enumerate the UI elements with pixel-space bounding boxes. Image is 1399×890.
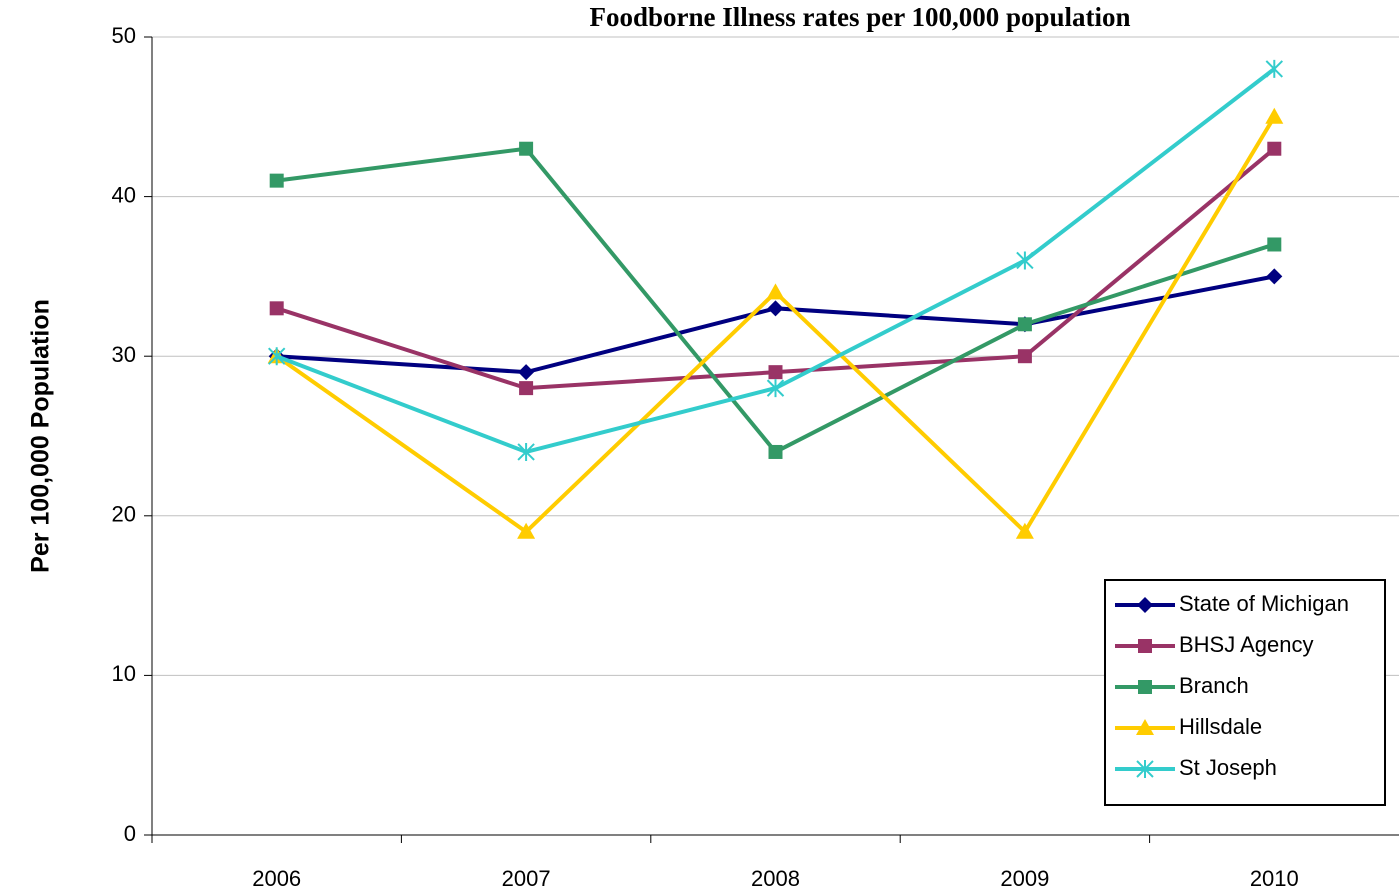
x-tick-label: 2008 <box>751 866 800 890</box>
legend-label: BHSJ Agency <box>1179 632 1314 657</box>
data-point <box>1266 268 1283 285</box>
data-point <box>768 444 783 459</box>
data-point <box>1265 107 1284 124</box>
y-tick-label: 10 <box>112 661 136 686</box>
legend-label: Branch <box>1179 673 1249 698</box>
data-point <box>1267 141 1282 156</box>
x-tick-label: 2007 <box>502 866 551 890</box>
data-point <box>1265 59 1284 78</box>
y-tick-label: 50 <box>112 23 136 48</box>
series-line <box>275 115 1277 535</box>
legend-marker <box>1137 597 1153 613</box>
data-point <box>269 301 284 316</box>
legend-marker <box>1136 719 1154 735</box>
legend-label: Hillsdale <box>1179 714 1262 739</box>
legend-marker <box>1138 680 1152 694</box>
data-point <box>767 300 784 317</box>
data-point <box>519 141 534 156</box>
y-axis-label: Per 100,000 Population <box>27 299 55 573</box>
x-tick-label: 2006 <box>252 866 301 890</box>
data-point <box>766 379 785 398</box>
data-point <box>269 173 284 188</box>
y-tick-label: 40 <box>112 182 136 207</box>
data-point <box>1267 237 1282 252</box>
legend-label: St Joseph <box>1179 755 1277 780</box>
data-point <box>1017 317 1032 332</box>
data-point <box>766 283 785 300</box>
data-point <box>768 365 783 380</box>
data-point <box>1017 349 1032 364</box>
legend-marker <box>1138 639 1152 653</box>
x-tick-label: 2009 <box>1000 866 1049 890</box>
data-point <box>518 364 535 381</box>
y-tick-label: 0 <box>124 821 136 846</box>
data-point <box>519 381 534 396</box>
data-point <box>1015 522 1034 539</box>
data-point <box>517 442 535 461</box>
data-point <box>517 522 536 539</box>
y-tick-label: 30 <box>112 342 136 367</box>
legend: State of Michigan BHSJ Agency Branch Hillsd… <box>1104 579 1386 806</box>
x-tick-label: 2010 <box>1250 866 1299 890</box>
y-tick-label: 20 <box>112 502 136 527</box>
chart-title: Foodborne Illness rates per 100,000 popu… <box>589 2 1130 32</box>
data-point <box>1016 251 1034 270</box>
legend-label: State of Michigan <box>1179 591 1349 616</box>
legend-marker <box>1136 760 1154 778</box>
data-point <box>267 347 286 366</box>
